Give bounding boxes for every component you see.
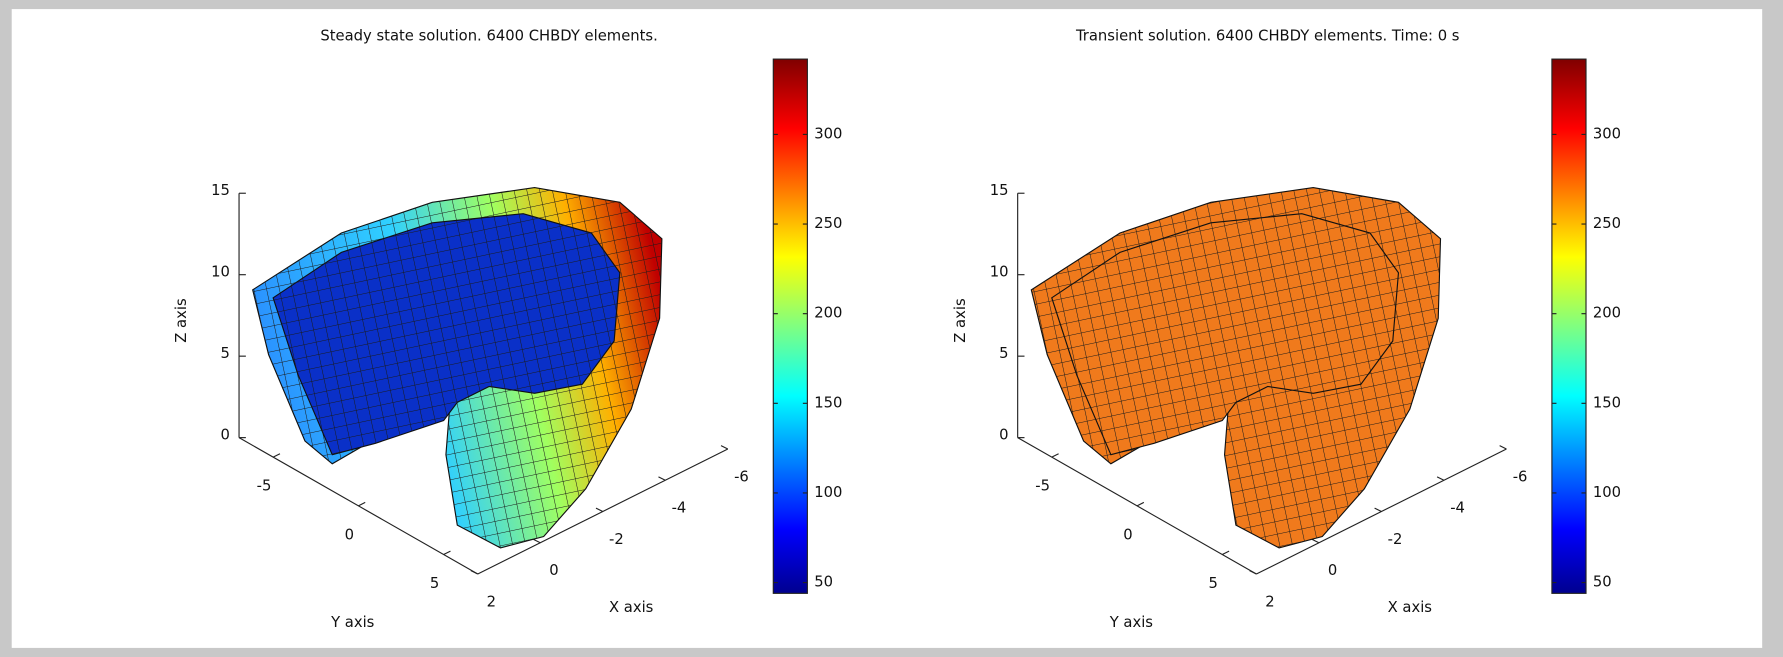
colorbar-tick-label: 300: [814, 125, 842, 142]
chart-title: Transient solution. 6400 CHBDY elements.…: [1075, 27, 1460, 44]
x-tick-label: 0: [1328, 562, 1337, 579]
z-tick-label: 5: [221, 345, 230, 362]
x-tick: [1436, 476, 1445, 481]
z-tick-label: 0: [221, 426, 230, 443]
y-tick: [1051, 453, 1059, 458]
y-tick-label: 5: [1208, 575, 1217, 592]
z-tick-label: 10: [990, 263, 1009, 280]
z-tick-label: 10: [211, 263, 230, 280]
z-tick-label: 0: [999, 426, 1008, 443]
colorbar: [1551, 58, 1587, 594]
surface-mesh: [273, 213, 620, 455]
colorbar-tick-label: 50: [1593, 574, 1612, 591]
x-tick-label: -4: [1450, 500, 1465, 517]
x-tick-label: 0: [549, 562, 558, 579]
colorbar-tick-label: 200: [814, 305, 842, 322]
x-tick-label: 2: [487, 593, 496, 610]
z-tick-label: 5: [999, 345, 1008, 362]
x-axis-label: X axis: [1388, 599, 1432, 616]
colorbar-tick-label: 250: [814, 215, 842, 232]
y-tick-label: 0: [1123, 526, 1132, 543]
colorbar-tick-label: 100: [1593, 484, 1621, 501]
y-tick-label: 0: [345, 526, 354, 543]
colorbar: [772, 58, 808, 594]
z-axis-label: Z axis: [952, 298, 969, 342]
x-tick: [1374, 507, 1382, 513]
x-tick: [595, 507, 604, 513]
x-tick-label: -6: [734, 468, 749, 485]
colorbar-tick-label: 150: [814, 394, 842, 411]
surface-mesh: [1051, 213, 1399, 455]
x-tick: [533, 538, 541, 544]
x-axis-label: X axis: [609, 599, 653, 616]
y-tick-label: -5: [1035, 478, 1050, 495]
chart-title: Steady state solution. 6400 CHBDY elemen…: [320, 27, 657, 44]
x-tick: [470, 570, 479, 575]
y-tick-label: -5: [257, 478, 272, 495]
x-tick: [720, 445, 729, 450]
y-tick: [1222, 550, 1230, 556]
z-axis-label: Z axis: [173, 298, 190, 342]
y-tick: [358, 501, 366, 507]
colorbar-tick-label: 150: [1593, 394, 1621, 411]
z-tick-label: 15: [990, 182, 1009, 199]
x-tick: [658, 476, 666, 481]
colorbar-tick-label: 50: [814, 574, 833, 591]
colorbar-tick-label: 300: [1593, 125, 1621, 142]
x-tick-label: -2: [1388, 531, 1403, 548]
x-tick-label: 2: [1265, 593, 1274, 610]
z-tick-label: 15: [211, 182, 230, 199]
y-tick-label: 5: [430, 575, 439, 592]
x-tick: [1249, 570, 1257, 575]
y-axis-label: Y axis: [1109, 614, 1153, 631]
x-tick: [1311, 538, 1320, 544]
x-tick-label: -2: [609, 531, 624, 548]
colorbar-tick-label: 250: [1593, 215, 1621, 232]
colorbar-tick-label: 200: [1593, 305, 1621, 322]
y-tick: [272, 453, 281, 458]
y-tick: [443, 550, 451, 556]
x-tick: [1499, 445, 1507, 450]
y-axis-label: Y axis: [330, 614, 374, 631]
x-tick-label: -4: [672, 500, 687, 517]
x-tick-label: -6: [1513, 468, 1528, 485]
y-tick: [1136, 501, 1145, 507]
colorbar-tick-label: 100: [814, 484, 842, 501]
